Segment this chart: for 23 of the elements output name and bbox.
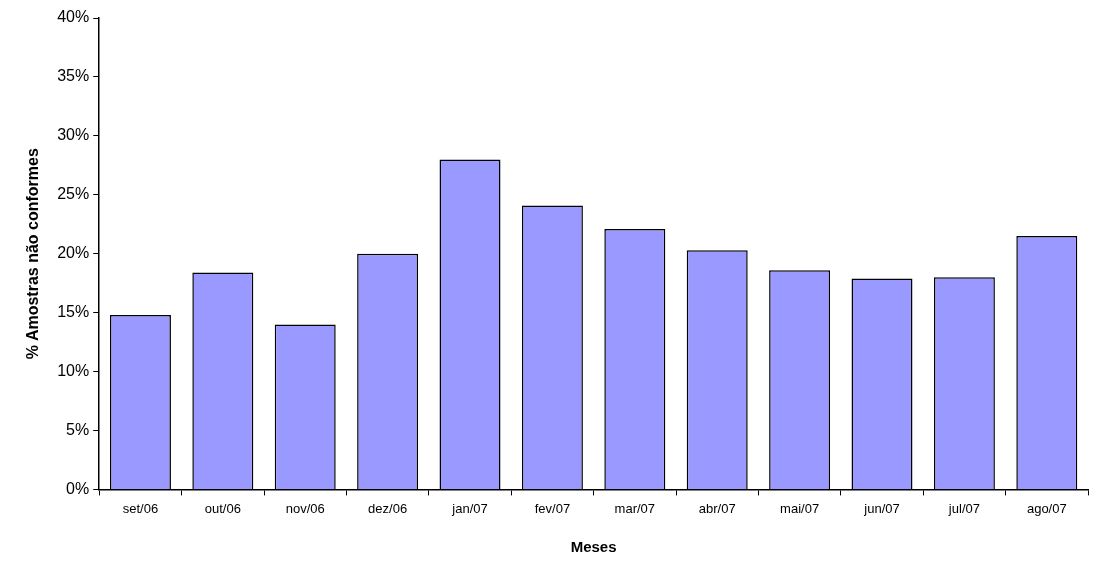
x-tick-label: mar/07 xyxy=(614,500,656,516)
x-tick-label: nov/06 xyxy=(285,500,325,516)
x-axis-title: Meses xyxy=(570,538,617,556)
y-tick-label: 5% xyxy=(66,420,90,438)
x-tick-label: jun/07 xyxy=(863,500,900,516)
x-tick-label: dez/06 xyxy=(368,500,408,516)
x-tick-label: jul/07 xyxy=(947,500,980,516)
y-tick-label: 25% xyxy=(57,185,90,203)
x-tick-label: abr/07 xyxy=(698,500,736,516)
x-tick-label: mai/07 xyxy=(780,500,820,516)
x-tick-label: fev/07 xyxy=(534,500,571,516)
y-tick-label: 10% xyxy=(57,361,90,379)
y-axis-title: % Amostras não conformes xyxy=(24,148,42,360)
x-tick-label: set/06 xyxy=(122,500,159,516)
y-tick-label: 20% xyxy=(57,244,90,262)
x-tick-label: jan/07 xyxy=(451,500,488,516)
y-tick-label: 15% xyxy=(57,303,90,321)
y-tick-label: 40% xyxy=(57,8,90,26)
y-tick-label: 0% xyxy=(66,479,90,497)
x-tick-label: out/06 xyxy=(204,500,241,516)
y-tick-label: 30% xyxy=(57,126,90,144)
x-tick-label: ago/07 xyxy=(1026,500,1067,516)
y-tick-label: 35% xyxy=(57,67,90,85)
